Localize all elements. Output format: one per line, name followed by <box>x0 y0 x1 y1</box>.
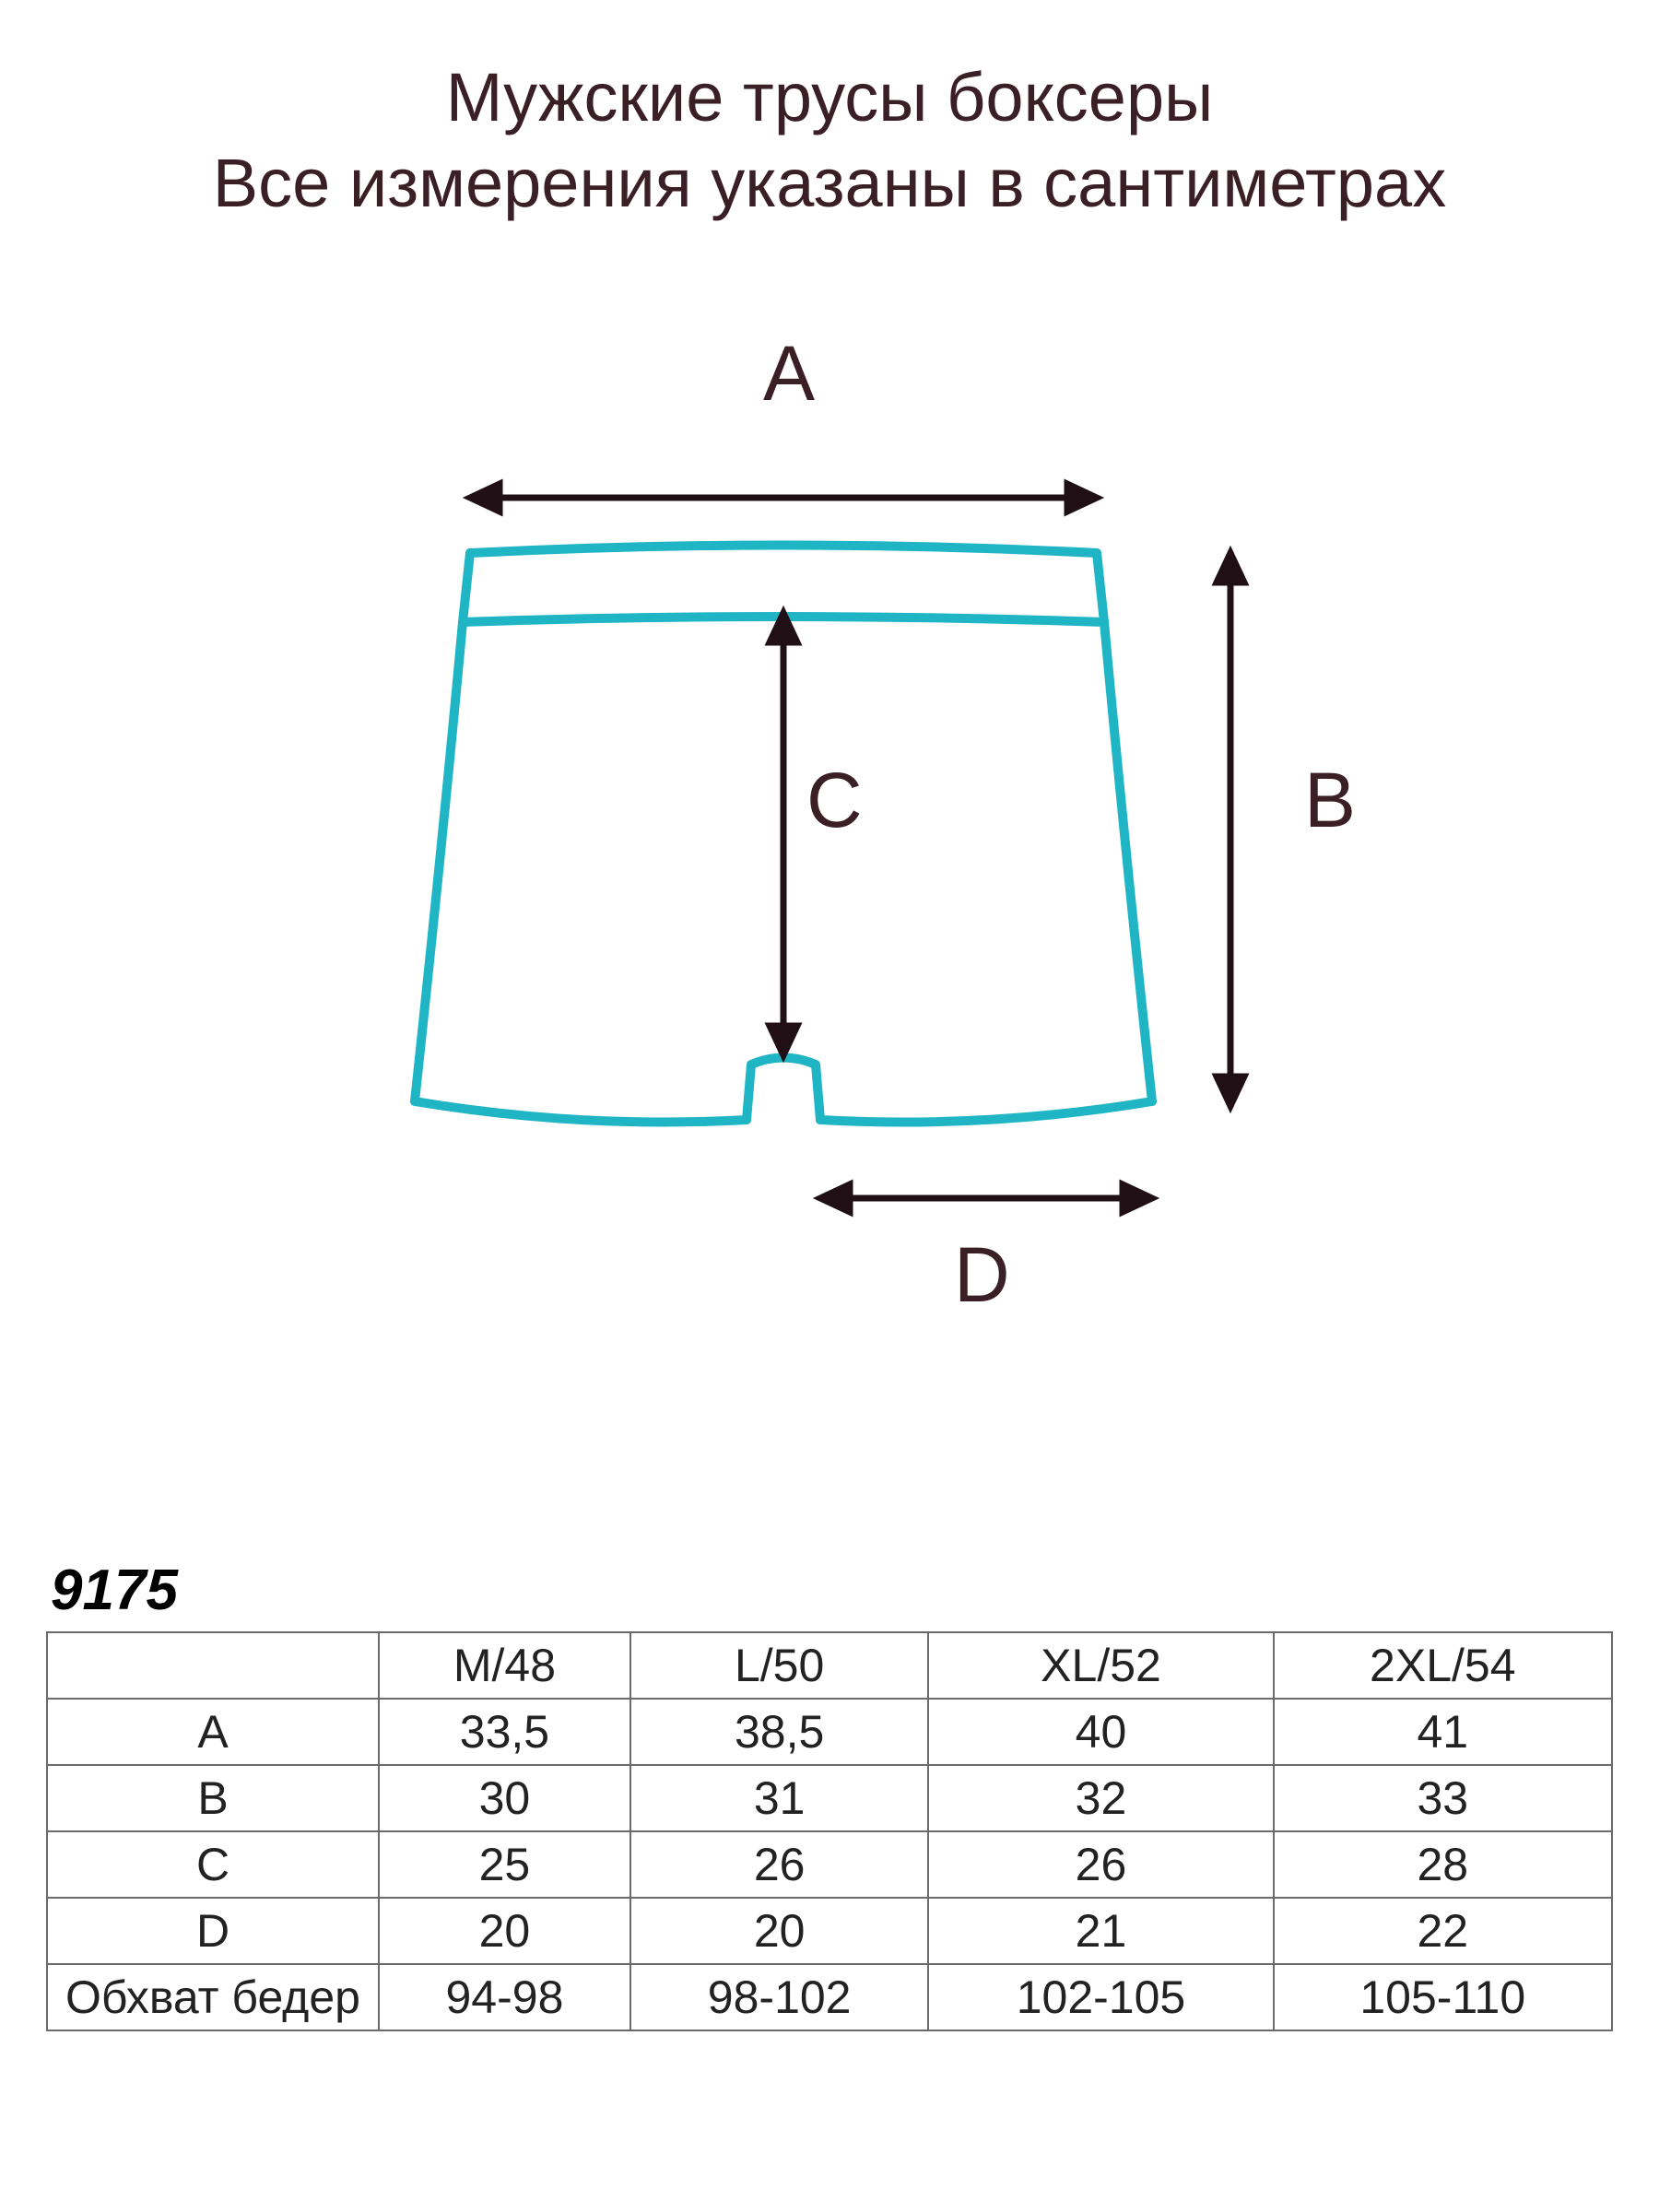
table-cell: 26 <box>630 1831 929 1898</box>
table-cell: D <box>47 1898 379 1964</box>
table-cell: 33 <box>1274 1765 1612 1831</box>
table-row: C 25 26 26 28 <box>47 1831 1612 1898</box>
size-table: M/48 L/50 XL/52 2XL/54 A 33,5 38,5 40 41… <box>46 1631 1613 2031</box>
table-cell: A <box>47 1699 379 1765</box>
table-cell: 41 <box>1274 1699 1612 1765</box>
table-header-cell: L/50 <box>630 1632 929 1699</box>
size-table-container: M/48 L/50 XL/52 2XL/54 A 33,5 38,5 40 41… <box>46 1631 1613 2031</box>
title-block: Мужские трусы боксеры Все измерения указ… <box>0 0 1659 226</box>
table-cell: 102-105 <box>928 1964 1273 2030</box>
table-header-cell: M/48 <box>379 1632 630 1699</box>
dim-label-a: A <box>763 329 815 418</box>
table-cell: 33,5 <box>379 1699 630 1765</box>
table-cell: C <box>47 1831 379 1898</box>
table-row: D 20 20 21 22 <box>47 1898 1612 1964</box>
table-cell: Обхват бедер <box>47 1964 379 2030</box>
table-row: Обхват бедер 94-98 98-102 102-105 105-11… <box>47 1964 1612 2030</box>
table-cell: 40 <box>928 1699 1273 1765</box>
model-code: 9175 <box>51 1558 178 1623</box>
table-cell: 20 <box>379 1898 630 1964</box>
table-row: A 33,5 38,5 40 41 <box>47 1699 1612 1765</box>
table-cell: 38,5 <box>630 1699 929 1765</box>
table-cell: 30 <box>379 1765 630 1831</box>
boxer-diagram <box>230 336 1429 1387</box>
table-header-row: M/48 L/50 XL/52 2XL/54 <box>47 1632 1612 1699</box>
table-cell: 28 <box>1274 1831 1612 1898</box>
table-cell: 94-98 <box>379 1964 630 2030</box>
table-cell: 26 <box>928 1831 1273 1898</box>
table-header-cell: XL/52 <box>928 1632 1273 1699</box>
dim-label-d: D <box>954 1230 1010 1320</box>
table-cell: 105-110 <box>1274 1964 1612 2030</box>
title-line-1: Мужские трусы боксеры <box>0 55 1659 141</box>
table-cell: 20 <box>630 1898 929 1964</box>
diagram-container: A B C D <box>0 336 1659 1442</box>
table-header-cell <box>47 1632 379 1699</box>
table-cell: 21 <box>928 1898 1273 1964</box>
dim-label-c: C <box>806 756 863 845</box>
table-cell: 98-102 <box>630 1964 929 2030</box>
table-header-cell: 2XL/54 <box>1274 1632 1612 1699</box>
table-row: B 30 31 32 33 <box>47 1765 1612 1831</box>
table-cell: 31 <box>630 1765 929 1831</box>
table-cell: 22 <box>1274 1898 1612 1964</box>
table-cell: 32 <box>928 1765 1273 1831</box>
dim-label-b: B <box>1304 756 1356 845</box>
table-cell: B <box>47 1765 379 1831</box>
table-cell: 25 <box>379 1831 630 1898</box>
title-line-2: Все измерения указаны в сантиметрах <box>0 141 1659 227</box>
